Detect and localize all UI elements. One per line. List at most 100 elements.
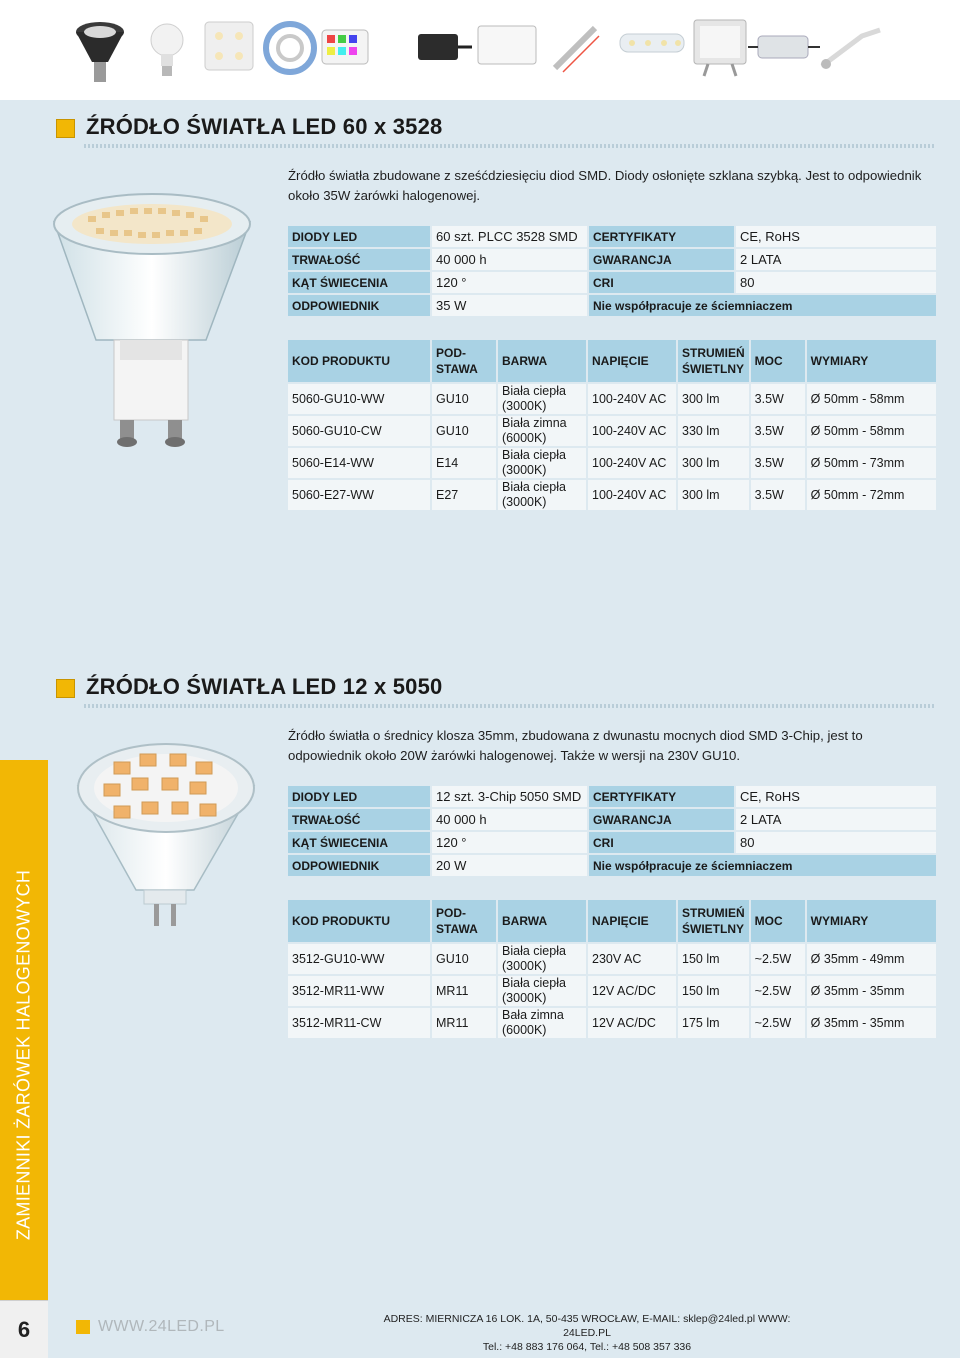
header-podstawa: POD- STAWA — [432, 900, 496, 942]
header-strumien-line2: ŚWIETLNY — [682, 922, 744, 936]
cell-napiecie: 100-240V AC — [588, 384, 676, 414]
cell-barwa: Biała ciepła (3000K) — [498, 384, 586, 414]
table-row: 5060-E27-WW E27 Biała ciepła (3000K) 100-… — [288, 480, 936, 510]
spec-value: 60 szt. PLCC 3528 SMD — [432, 226, 587, 247]
section1-desc-line1: Źródło światła zbudowane z sześćdziesięc… — [288, 168, 922, 183]
spec-label: CRI — [589, 272, 734, 293]
cell-kod: 5060-GU10-WW — [288, 384, 430, 414]
product-thumbnail-strip — [0, 0, 960, 100]
cell-podstawa: MR11 — [432, 976, 496, 1006]
cell-moc: 3.5W — [750, 480, 805, 510]
cell-barwa: Biała zimna (6000K) — [498, 416, 586, 446]
cell-moc: ~2.5W — [750, 944, 805, 974]
cell-podstawa: GU10 — [432, 416, 496, 446]
header-kod: KOD PRODUKTU — [288, 900, 430, 942]
cell-barwa: Biała ciepła (3000K) — [498, 448, 586, 478]
footer-website-link[interactable]: WWW.24LED.PL — [98, 1318, 225, 1335]
header-strumien-line1: STRUMIEŃ — [682, 346, 745, 360]
section1-divider — [84, 144, 934, 148]
spec-value: 80 — [736, 832, 936, 853]
cell-kod: 3512-GU10-WW — [288, 944, 430, 974]
thumb-power-supply — [748, 35, 820, 59]
spec-value: 80 — [736, 272, 936, 293]
cell-barwa: Biała ciepła (3000K) — [498, 944, 586, 974]
section1-desc-line2: około 35W żarówki halogenowej. — [288, 188, 481, 203]
cell-barwa-line2: (6000K) — [502, 1023, 547, 1037]
cell-barwa-line1: Bała zimna — [502, 1008, 564, 1022]
header-wymiary: WYMIARY — [806, 340, 936, 382]
cell-kod: 5060-E27-WW — [288, 480, 430, 510]
spec-label: CERTYFIKATY — [589, 226, 734, 247]
page-number-box: 6 — [0, 1300, 48, 1358]
cell-podstawa: E27 — [432, 480, 496, 510]
cell-napiecie: 100-240V AC — [588, 480, 676, 510]
cell-wymiary: Ø 35mm - 35mm — [806, 976, 936, 1006]
spec-label: KĄT ŚWIECENIA — [288, 832, 430, 853]
spec-value: CE, RoHS — [736, 226, 936, 247]
spec-label: TRWAŁOŚĆ — [288, 809, 430, 830]
cell-barwa-line1: Biała ciepła — [502, 384, 566, 398]
cell-strumien: 175 lm — [678, 1008, 749, 1038]
cell-barwa-line2: (3000K) — [502, 463, 547, 477]
cell-barwa: Bała zimna (6000K) — [498, 1008, 586, 1038]
section1-product-table: KOD PRODUKTU POD- STAWA BARWA NAPIĘCIE ST… — [286, 338, 938, 512]
section2-desc-line1: Źródło światła o średnicy klosza 35mm, z… — [288, 728, 863, 743]
header-moc: MOC — [750, 900, 805, 942]
table-row: 3512-MR11-WW MR11 Biała ciepła (3000K) 12… — [288, 976, 936, 1006]
spec-label: ODPOWIEDNIK — [288, 295, 430, 316]
header-wymiary: WYMIARY — [806, 900, 936, 942]
section2-title: ŹRÓDŁO ŚWIATŁA LED 12 x 5050 — [86, 674, 443, 699]
cell-moc: 3.5W — [750, 416, 805, 446]
spec-value: 2 LATA — [736, 809, 936, 830]
spec-label: DIODY LED — [288, 786, 430, 807]
cell-barwa-line2: (3000K) — [502, 959, 547, 973]
cell-moc: 3.5W — [750, 448, 805, 478]
header-strumien: STRUMIEŃ ŚWIETLNY — [678, 340, 749, 382]
table-row: 5060-E14-WW E14 Biała ciepła (3000K) 100-… — [288, 448, 936, 478]
cell-barwa-line2: (3000K) — [502, 991, 547, 1005]
spec-label: KĄT ŚWIECENIA — [288, 272, 430, 293]
footer-square-icon — [76, 1320, 90, 1334]
table-row: 5060-GU10-CW GU10 Biała zimna (6000K) 100… — [288, 416, 936, 446]
cell-moc: 3.5W — [750, 384, 805, 414]
cell-napiecie: 12V AC/DC — [588, 976, 676, 1006]
spec-value: 120 ° — [432, 272, 587, 293]
cell-kod: 5060-E14-WW — [288, 448, 430, 478]
section1-heading: ŹRÓDŁO ŚWIATŁA LED 60 x 3528 — [56, 114, 936, 142]
cell-barwa-line2: (3000K) — [502, 495, 547, 509]
cell-napiecie: 100-240V AC — [588, 416, 676, 446]
header-podstawa-line1: POD- — [436, 906, 466, 920]
sidebar-category-label: ZAMIENNIKI ŻARÓWEK HALOGENOWYCH — [13, 869, 34, 1241]
thumb-rgb-remote — [321, 29, 369, 65]
spec-note: Nie współpracuje ze ściemniaczem — [589, 295, 936, 316]
cell-napiecie: 12V AC/DC — [588, 1008, 676, 1038]
cell-wymiary: Ø 50mm - 72mm — [806, 480, 936, 510]
cell-barwa-line1: Biała zimna — [502, 416, 567, 430]
page-number: 6 — [17, 1317, 31, 1342]
footer-phone-line: Tel.: +48 883 176 064, Tel.: +48 508 357… — [482, 1341, 692, 1353]
cell-kod: 3512-MR11-CW — [288, 1008, 430, 1038]
thumb-waterproof-strip — [619, 33, 685, 53]
category-sidebar — [0, 760, 48, 1300]
header-podstawa-line2: STAWA — [436, 362, 478, 376]
thumb-controller — [418, 34, 472, 60]
header-barwa: BARWA — [498, 340, 586, 382]
gu10-bulb-image — [52, 193, 252, 447]
header-strumien: STRUMIEŃ ŚWIETLNY — [678, 900, 749, 942]
header-podstawa-line2: STAWA — [436, 922, 478, 936]
cell-moc: ~2.5W — [750, 976, 805, 1006]
cell-strumien: 150 lm — [678, 976, 749, 1006]
cell-barwa: Biała ciepła (3000K) — [498, 976, 586, 1006]
cell-barwa: Biała ciepła (3000K) — [498, 480, 586, 510]
spec-label: GWARANCJA — [589, 809, 734, 830]
cell-barwa-line2: (3000K) — [502, 399, 547, 413]
product-thumbnails — [76, 19, 881, 82]
cell-podstawa: E14 — [432, 448, 496, 478]
section2-product-table: KOD PRODUKTU POD- STAWA BARWA NAPIĘCIE ST… — [286, 898, 938, 1040]
spec-value: 12 szt. 3-Chip 5050 SMD — [432, 786, 587, 807]
thumb-led-panel — [204, 21, 254, 71]
spec-value: 35 W — [432, 295, 587, 316]
header-kod: KOD PRODUKTU — [288, 340, 430, 382]
section1-spec-table: DIODY LED 60 szt. PLCC 3528 SMD CERTYFIK… — [286, 224, 938, 318]
header-napiecie: NAPIĘCIE — [588, 340, 676, 382]
